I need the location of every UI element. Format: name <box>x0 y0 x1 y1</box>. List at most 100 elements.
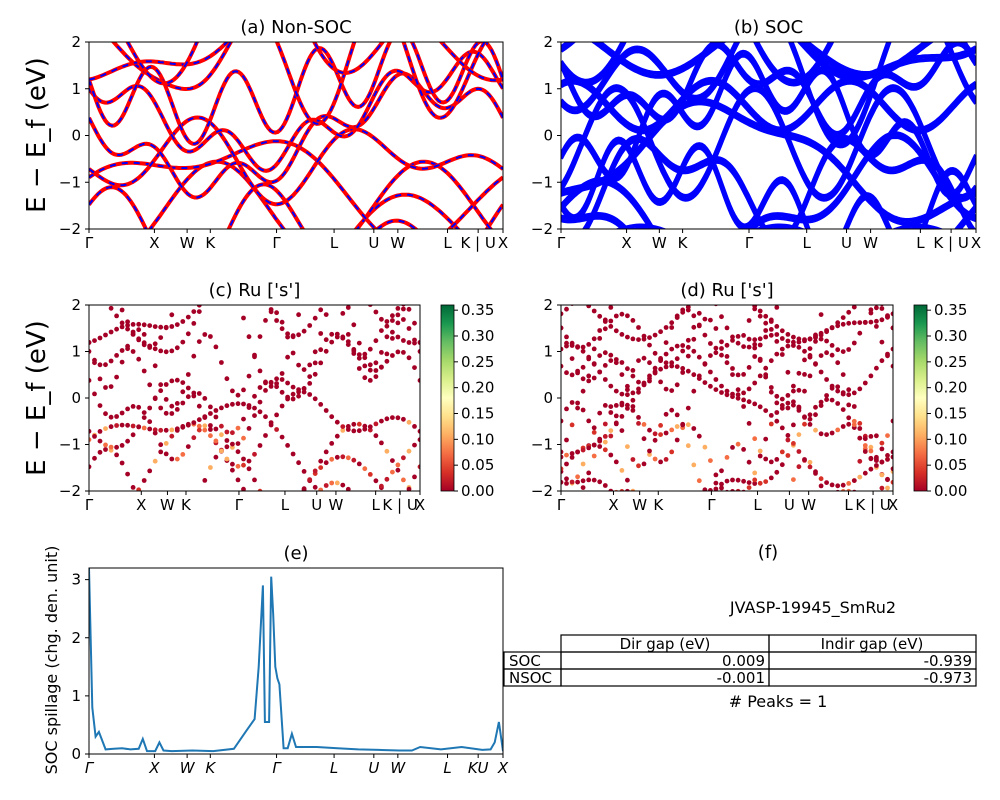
scatter-point <box>890 479 893 485</box>
scatter-point <box>241 456 246 462</box>
scatter-point <box>630 457 636 462</box>
y-tick-label: −2 <box>531 220 553 238</box>
scatter-point <box>779 352 785 357</box>
scatter-point <box>818 403 824 408</box>
scatter-point <box>658 366 663 372</box>
scatter-point <box>373 309 379 315</box>
scatter-point <box>196 339 202 344</box>
scatter-point <box>345 305 351 310</box>
scatter-point <box>329 456 335 462</box>
x-tick-label-l: L <box>753 496 762 514</box>
scatter-point <box>713 350 719 356</box>
scatter-point <box>158 442 164 448</box>
scatter-point <box>356 461 362 467</box>
scatter-point <box>307 381 313 386</box>
colorbar-tick-label: 0.10 <box>934 430 967 448</box>
scatter-point <box>663 360 669 366</box>
x-tick-label-x: X <box>608 496 618 514</box>
scatter-point <box>696 478 702 484</box>
scatter-point <box>384 351 390 357</box>
scatter-point <box>647 335 652 340</box>
scatter-point <box>879 358 885 364</box>
scatter-point <box>586 477 592 483</box>
scatter-point <box>791 388 796 394</box>
scatter-point <box>663 340 669 345</box>
scatter-point <box>417 464 420 470</box>
scatter-point <box>575 405 580 411</box>
scatter-point <box>674 315 680 320</box>
scatter-point <box>114 313 119 319</box>
y-tick-label: 0 <box>71 389 81 407</box>
scatter-point <box>312 371 318 377</box>
scatter-point <box>196 391 202 396</box>
scatter-point <box>307 362 313 368</box>
scatter-point <box>685 422 691 428</box>
y-tick-label: −1 <box>531 173 553 191</box>
scatter-point <box>125 319 130 325</box>
scatter-points <box>89 305 420 491</box>
scatter-point <box>840 424 846 429</box>
scatter-point <box>208 404 213 410</box>
scatter-point <box>569 340 575 346</box>
scatter-point <box>103 332 108 338</box>
scatter-point <box>367 378 373 383</box>
scatter-point <box>246 458 252 464</box>
y-tick-label: 2 <box>71 33 81 51</box>
scatter-point <box>285 394 290 400</box>
scatter-point <box>564 461 569 467</box>
scatter-point <box>724 392 730 398</box>
scatter-point <box>829 343 835 348</box>
scatter-point <box>708 383 713 389</box>
scatter-point <box>735 392 741 398</box>
y-tick-label: 1 <box>71 343 81 361</box>
scatter-point <box>379 364 384 370</box>
scatter-point <box>796 404 802 410</box>
scatter-point <box>312 349 318 355</box>
scatter-point <box>719 383 724 389</box>
scatter-point <box>874 365 879 371</box>
scatter-point <box>680 422 686 428</box>
scatter-point <box>829 397 835 403</box>
scatter-point <box>857 386 863 392</box>
x-tick-label-x: X <box>621 234 631 252</box>
scatter-point <box>274 412 279 418</box>
scatter-point <box>879 317 885 323</box>
x-tick-label-u: U <box>368 759 379 777</box>
scatter-point <box>373 368 379 373</box>
scatter-point <box>625 488 630 491</box>
scatter-point <box>580 344 586 350</box>
scatter-point <box>323 337 329 343</box>
y-tick-label: 1 <box>71 687 81 705</box>
scatter-point <box>213 414 219 420</box>
band-line-2 <box>561 134 976 229</box>
scatter-point <box>636 421 641 426</box>
scatter-point <box>379 483 384 489</box>
scatter-point <box>208 465 213 470</box>
scatter-point <box>708 341 713 346</box>
scatter-point <box>757 404 763 410</box>
scatter-point <box>367 367 373 373</box>
ylabel-top: E − E_f (eV) <box>22 57 52 213</box>
scatter-point <box>768 358 774 364</box>
scatter-point <box>835 384 841 390</box>
scatter-point <box>230 388 235 394</box>
scatter-point <box>685 305 691 310</box>
scatter-point <box>813 427 818 433</box>
scatter-point <box>774 332 780 337</box>
scatter-point <box>119 422 125 428</box>
scatter-point <box>791 399 796 405</box>
scatter-point <box>713 387 719 392</box>
scatter-point <box>757 356 763 362</box>
scatter-point <box>885 476 890 482</box>
scatter-point <box>152 458 158 464</box>
scatter-point <box>741 447 746 452</box>
scatter-point <box>824 377 829 382</box>
scatter-point <box>852 489 857 491</box>
scatter-point <box>807 336 813 342</box>
scatter-point <box>130 485 136 490</box>
scatter-point <box>384 358 390 364</box>
scatter-point <box>802 348 807 354</box>
scatter-point <box>813 404 818 410</box>
scatter-point <box>208 433 213 439</box>
